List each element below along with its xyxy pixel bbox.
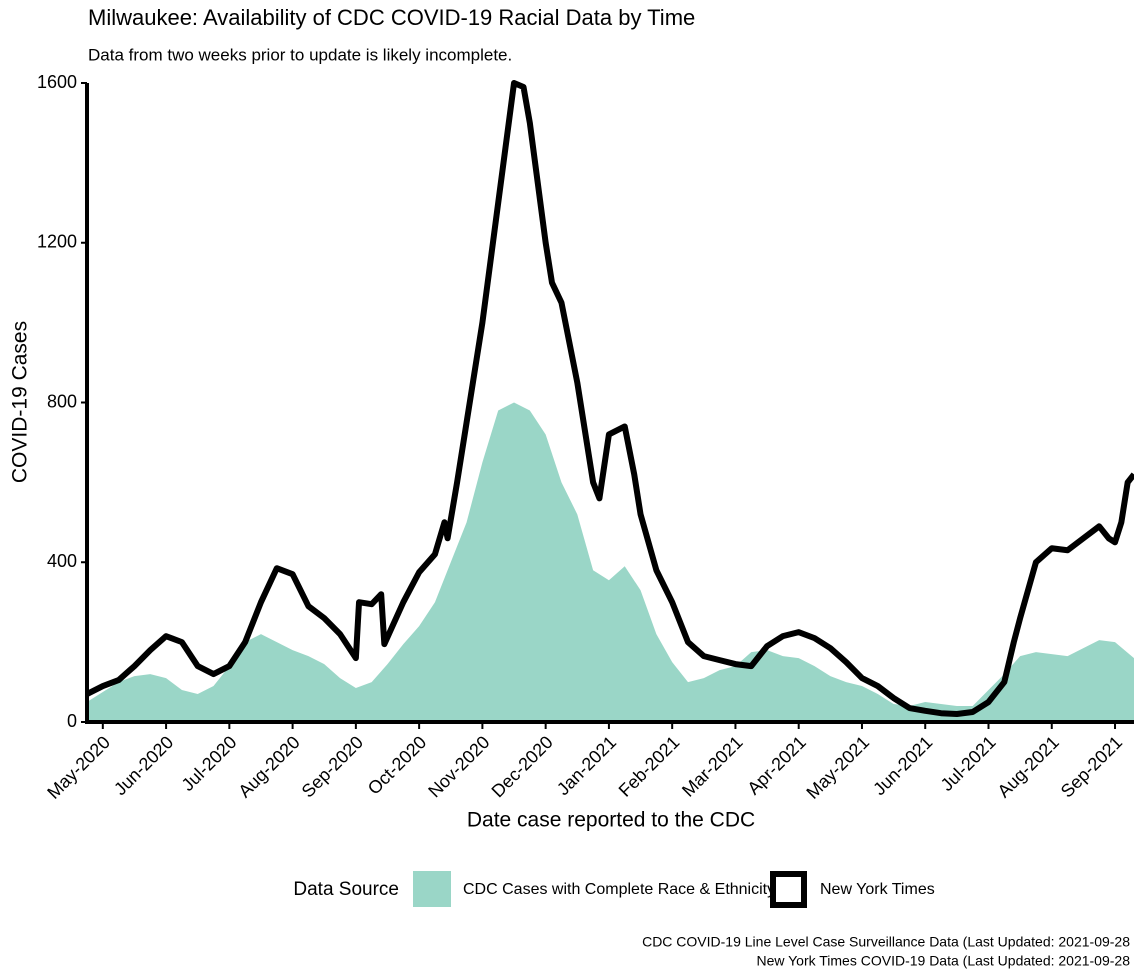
x-tick-label: Jun-2021 <box>869 732 936 799</box>
x-tick-label: Mar-2021 <box>678 732 747 801</box>
x-tick-label: Oct-2020 <box>364 732 431 799</box>
x-tick-label: Apr-2021 <box>743 732 810 799</box>
footnote: CDC COVID-19 Line Level Case Surveillanc… <box>642 934 1130 950</box>
area <box>87 402 1134 722</box>
legend-label: New York Times <box>820 881 935 898</box>
x-tick-label: Sep-2021 <box>1057 732 1126 801</box>
chart-title: Milwaukee: Availability of CDC COVID-19 … <box>88 5 695 30</box>
x-tick-label: May-2021 <box>802 732 873 803</box>
x-axis-label: Date case reported to the CDC <box>467 809 755 832</box>
x-tick-label: Feb-2021 <box>615 732 684 801</box>
y-tick-label: 400 <box>47 551 77 571</box>
x-tick-label: Jan-2021 <box>553 732 620 799</box>
y-tick-label: 800 <box>47 391 77 411</box>
legend-title: Data Source <box>293 879 399 900</box>
legend-swatch <box>770 871 807 908</box>
x-tick-label: Dec-2020 <box>488 732 557 801</box>
legend-swatch <box>413 871 451 907</box>
x-tick-label: Aug-2021 <box>994 732 1063 801</box>
x-tick-label: Jul-2020 <box>178 732 241 795</box>
line <box>85 80 1134 718</box>
x-tick-label: May-2020 <box>43 732 114 803</box>
x-tick-label: Jul-2021 <box>937 732 1000 795</box>
x-tick-label: Sep-2020 <box>298 732 367 801</box>
y-axis-label: COVID-19 Cases <box>9 321 32 483</box>
x-tick-label: Jun-2020 <box>110 732 177 799</box>
footnote: New York Times COVID-19 Data (Last Updat… <box>756 953 1130 969</box>
y-tick-label: 1200 <box>37 232 77 252</box>
chart-subtitle: Data from two weeks prior to update is l… <box>88 45 512 64</box>
legend-label: CDC Cases with Complete Race & Ethnicity <box>463 881 775 898</box>
y-tick-label: 0 <box>67 711 77 731</box>
y-tick-label: 1600 <box>37 72 77 92</box>
x-tick-label: Nov-2020 <box>424 732 493 801</box>
x-tick-label: Aug-2020 <box>234 732 303 801</box>
